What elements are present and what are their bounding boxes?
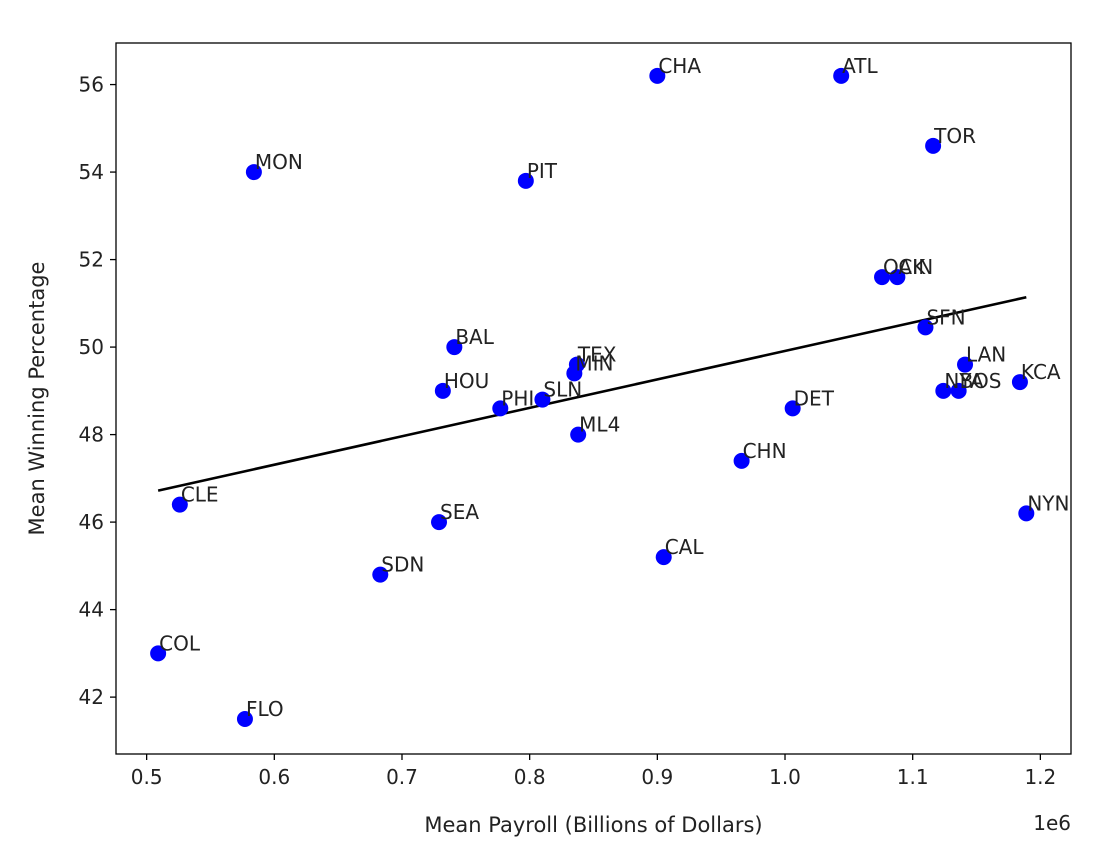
- point-label-cha: CHA: [658, 54, 701, 78]
- data-point-col: [150, 645, 167, 662]
- data-point-nyn: [1018, 505, 1035, 522]
- data-point-nya: [935, 382, 952, 399]
- point-label-ml4: ML4: [579, 413, 620, 437]
- data-point-chn: [733, 452, 750, 469]
- y-tick-label: 46: [79, 510, 104, 534]
- y-tick-label: 42: [79, 685, 104, 709]
- point-label-kca: KCA: [1021, 360, 1061, 384]
- x-tick-label: 1.2: [1024, 765, 1056, 789]
- data-point-sfn: [917, 319, 934, 336]
- y-axis-label: Mean Winning Percentage: [25, 262, 49, 536]
- data-point-atl: [833, 67, 850, 84]
- data-point-flo: [236, 710, 253, 727]
- plot-frame: [115, 42, 1072, 755]
- x-tick-label: 0.8: [514, 765, 546, 789]
- data-point-sln: [534, 391, 551, 408]
- data-point-kca: [1011, 374, 1028, 391]
- data-point-cha: [649, 67, 666, 84]
- point-label-tor: TOR: [933, 124, 976, 148]
- data-point-pit: [517, 172, 534, 189]
- point-label-nya: NYA: [944, 369, 984, 393]
- data-point-min: [566, 365, 583, 382]
- data-point-ml4: [570, 426, 587, 443]
- data-point-det: [784, 400, 801, 417]
- data-point-cal: [655, 549, 672, 566]
- point-label-phi: PHI: [501, 386, 534, 410]
- point-label-oak: OAK: [883, 255, 926, 279]
- data-point-oak: [874, 269, 891, 286]
- data-point-sdn: [372, 566, 389, 583]
- data-point-bos: [950, 382, 967, 399]
- data-point-hou: [434, 382, 451, 399]
- y-tick-label: 48: [79, 423, 104, 447]
- point-label-lan: LAN: [966, 343, 1006, 367]
- x-tick-label: 0.5: [131, 765, 163, 789]
- point-label-pit: PIT: [527, 159, 558, 183]
- point-label-atl: ATL: [842, 54, 878, 78]
- point-label-chn: CHN: [743, 439, 787, 463]
- y-tick-label: 56: [79, 73, 104, 97]
- x-axis-offset-label: 1e6: [1033, 811, 1071, 835]
- point-label-col: COL: [159, 631, 201, 655]
- point-label-sdn: SDN: [381, 553, 424, 577]
- x-tick-label: 1.1: [897, 765, 929, 789]
- data-point-bal: [446, 339, 463, 356]
- point-label-sea: SEA: [440, 500, 479, 524]
- x-tick-label: 0.7: [386, 765, 418, 789]
- point-label-bal: BAL: [455, 325, 494, 349]
- point-label-det: DET: [794, 386, 835, 410]
- point-label-bos: BOS: [960, 369, 1002, 393]
- data-point-tor: [925, 137, 942, 154]
- data-point-cin: [889, 269, 906, 286]
- data-point-sea: [431, 514, 448, 531]
- point-label-hou: HOU: [444, 369, 489, 393]
- data-point-cle: [171, 496, 188, 513]
- data-point-mon: [245, 164, 262, 181]
- point-label-cin: CIN: [898, 255, 933, 279]
- point-label-cal: CAL: [665, 535, 705, 559]
- data-point-lan: [957, 356, 974, 373]
- x-tick-label: 1.0: [769, 765, 801, 789]
- point-label-nyn: NYN: [1027, 491, 1069, 515]
- point-label-cle: CLE: [181, 483, 219, 507]
- data-point-phi: [492, 400, 509, 417]
- y-tick-label: 44: [79, 598, 104, 622]
- x-tick-label: 0.6: [258, 765, 290, 789]
- y-tick-label: 52: [79, 248, 104, 272]
- point-label-tex: TEX: [577, 343, 617, 367]
- y-tick-label: 54: [79, 160, 104, 184]
- point-label-mon: MON: [255, 150, 303, 174]
- point-label-min: MIN: [575, 351, 613, 375]
- regression-line: [157, 295, 1027, 492]
- y-tick-label: 50: [79, 335, 104, 359]
- point-label-flo: FLO: [246, 697, 284, 721]
- point-label-sln: SLN: [543, 378, 582, 402]
- point-label-sfn: SFN: [926, 305, 965, 329]
- x-tick-label: 0.9: [641, 765, 673, 789]
- x-axis-label: Mean Payroll (Billions of Dollars): [424, 813, 762, 837]
